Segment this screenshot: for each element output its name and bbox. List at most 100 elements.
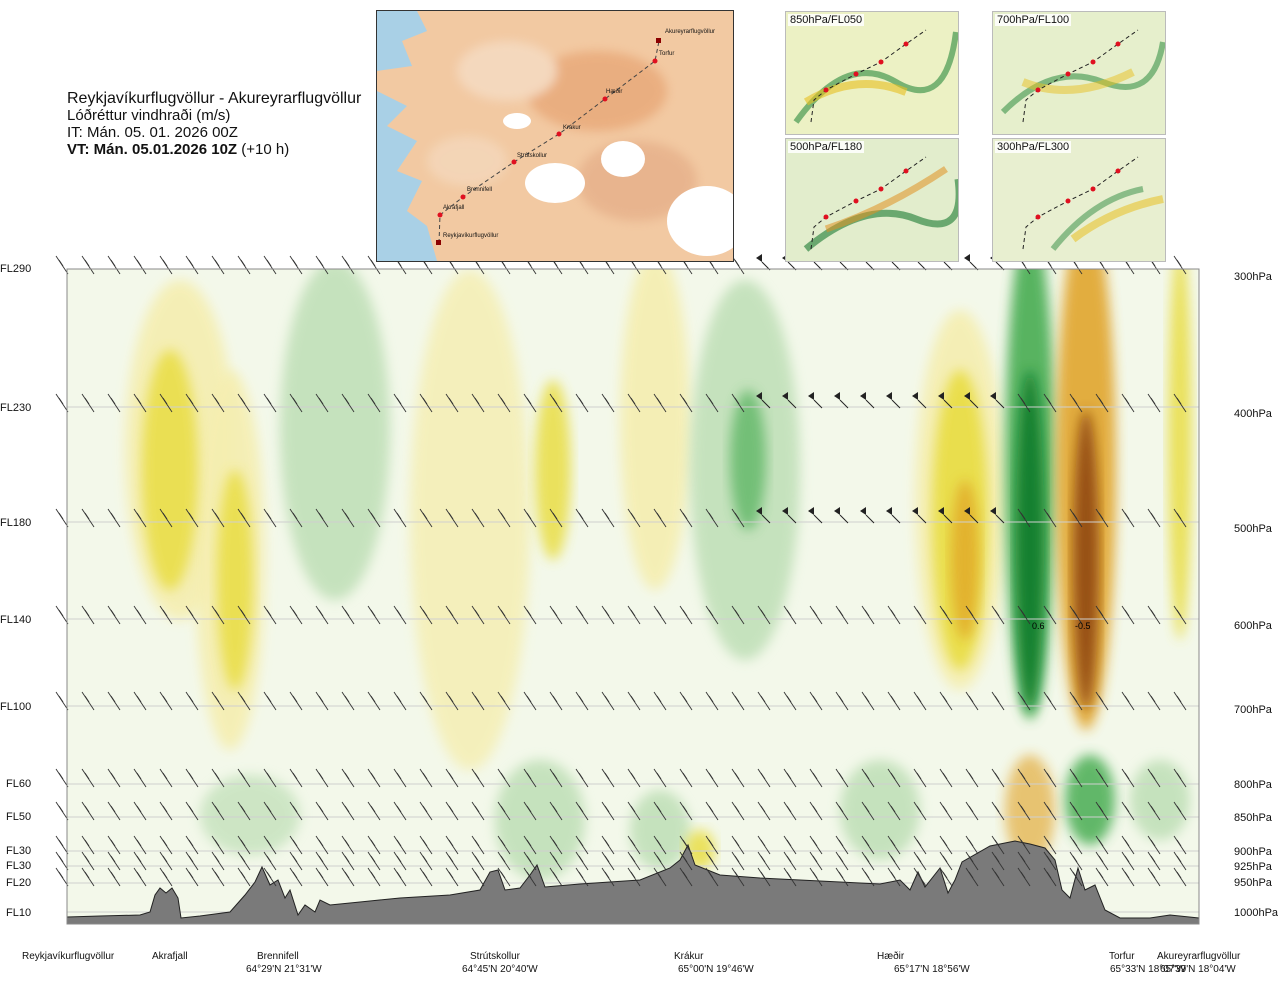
wind-barb-feather [266, 839, 272, 847]
wind-barb [497, 851, 511, 871]
wind-barb-feather [526, 839, 532, 847]
thumbnail-500hpa-label: 500hPa/FL180 [788, 141, 865, 153]
wind-barb-feather [604, 855, 610, 863]
wind-barb-feather [474, 609, 480, 617]
wind-barb [1095, 801, 1109, 821]
wind-barb [861, 691, 875, 711]
wind-barb [159, 691, 173, 711]
wind-barb [81, 255, 95, 275]
wind-barb-pennant [808, 392, 814, 400]
wind-barb-feather [110, 855, 116, 863]
y-tick-fl-4: FL100 [0, 701, 32, 713]
wind-barb [497, 835, 511, 855]
wind-barb [1173, 393, 1187, 413]
wind-barb [912, 507, 927, 524]
wind-barb [471, 867, 485, 887]
wind-barb [263, 851, 277, 871]
wind-barb-feather [760, 772, 766, 780]
wind-barb [549, 835, 563, 855]
wind-barb [886, 507, 901, 524]
wind-barb [1069, 768, 1083, 788]
field-cell-17 [1168, 269, 1192, 640]
wind-barb-feather [188, 397, 194, 405]
wind-barb [523, 605, 537, 625]
wind-barb-feather [422, 512, 428, 520]
wind-barb [107, 393, 121, 413]
wind-barb-feather [734, 512, 740, 520]
wind-barb-feather [760, 695, 766, 703]
wind-barb [757, 691, 771, 711]
wind-barb-feather [682, 397, 688, 405]
wind-barb [523, 835, 537, 855]
wind-barb [55, 801, 69, 821]
wind-barb-feather [344, 259, 350, 267]
wind-barb [887, 801, 901, 821]
wind-barb-feather [838, 772, 844, 780]
wind-barb [783, 691, 797, 711]
wind-barb-feather [1072, 512, 1078, 520]
wind-barb [237, 851, 251, 871]
wind-barb [237, 867, 251, 887]
wind-barb-pennant [886, 392, 892, 400]
station-name-3: Strútskollur [470, 951, 521, 962]
wind-barb-feather [708, 695, 714, 703]
wind-barb-feather [890, 772, 896, 780]
wind-barb-feather [110, 259, 116, 267]
wind-barb-feather [656, 772, 662, 780]
wind-barb-staff [969, 399, 979, 409]
wind-barb-feather [162, 839, 168, 847]
wind-barb [1069, 851, 1083, 871]
wind-barb-feather [916, 871, 922, 879]
wind-barb [939, 867, 953, 887]
wind-barb-feather [162, 259, 168, 267]
wind-barb [1121, 835, 1135, 855]
wind-barb-feather [344, 695, 350, 703]
wind-barb [1017, 867, 1031, 887]
wind-barb-feather [1046, 805, 1052, 813]
wind-barb-feather [1072, 855, 1078, 863]
wind-barb-feather [1124, 871, 1130, 879]
wind-barb-feather [1124, 772, 1130, 780]
wind-barb [575, 801, 589, 821]
wind-barb-feather [84, 772, 90, 780]
wind-barb-feather [682, 871, 688, 879]
wind-barb [55, 255, 69, 275]
wind-barb [808, 507, 823, 524]
wind-barb [289, 255, 303, 275]
wind-barb-feather [526, 695, 532, 703]
map-label-haedir: Hæðir [606, 89, 623, 95]
wind-barb [133, 851, 147, 871]
wind-barb-feather [240, 259, 246, 267]
wind-barb [55, 605, 69, 625]
wind-barb-feather [656, 512, 662, 520]
wind-barb [445, 393, 459, 413]
wind-barb [1121, 508, 1135, 528]
wind-barb [1043, 508, 1057, 528]
wind-barb [861, 801, 875, 821]
wind-barb-feather [344, 871, 350, 879]
wind-barb [1043, 851, 1057, 871]
wind-barb-feather [292, 695, 298, 703]
wind-barb-feather [266, 805, 272, 813]
wind-barb-feather [188, 805, 194, 813]
wind-barb [938, 507, 953, 524]
wind-barb-feather [578, 805, 584, 813]
wind-barb [445, 801, 459, 821]
wind-barb [497, 605, 511, 625]
wind-barb [497, 768, 511, 788]
wind-barb-feather [396, 805, 402, 813]
wind-barb-feather [526, 512, 532, 520]
thumbnail-700hpa: 700hPa/FL100 [992, 11, 1166, 135]
wind-barb-feather [1124, 839, 1130, 847]
wind-barb-feather [1046, 397, 1052, 405]
wind-barb [159, 393, 173, 413]
wind-barb-feather [500, 839, 506, 847]
wind-barb [419, 605, 433, 625]
y-tick-hpa-6: 850hPa [1234, 812, 1272, 824]
wind-barb [1043, 393, 1057, 413]
wind-barb [601, 867, 615, 887]
wind-barb [367, 605, 381, 625]
wind-barb-feather [890, 855, 896, 863]
wind-barb [809, 801, 823, 821]
wind-barb-feather [604, 695, 610, 703]
